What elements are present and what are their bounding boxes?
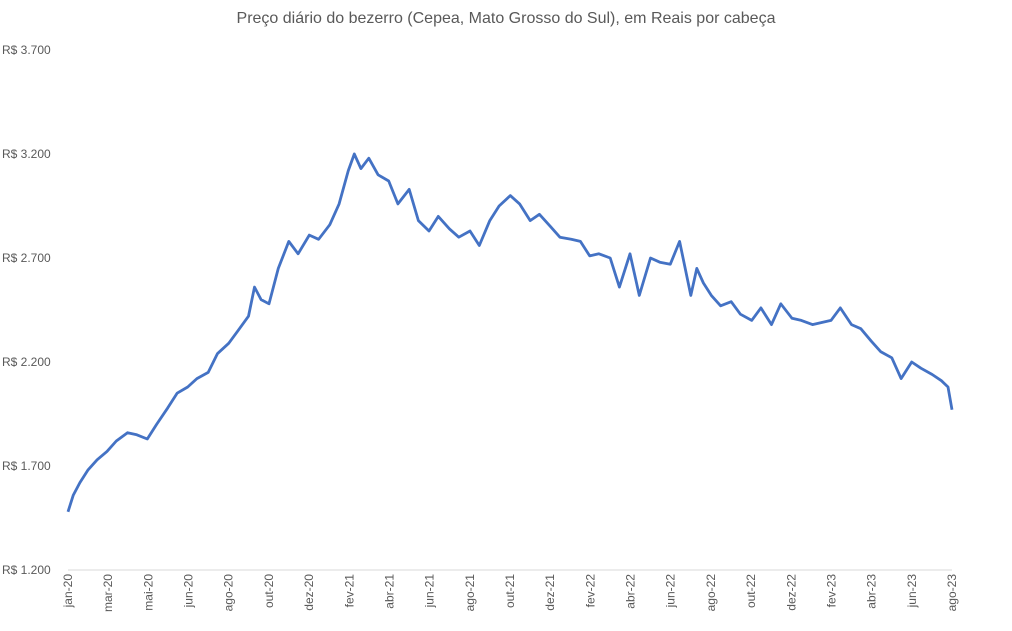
x-tick-label: jun-21 (423, 574, 437, 609)
x-tick-label: dez-22 (784, 574, 798, 611)
x-tick-label: jun-20 (182, 574, 196, 609)
x-tick-label: mar-20 (101, 574, 115, 612)
x-tick-label: abr-23 (865, 574, 879, 609)
x-tick-label: abr-21 (382, 574, 396, 609)
chart-title: Preço diário do bezerro (Cepea, Mato Gro… (236, 10, 776, 27)
x-tick-label: dez-20 (302, 574, 316, 611)
x-tick-label: jan-20 (61, 574, 75, 609)
x-tick-label: out-21 (503, 574, 517, 608)
y-tick-label: R$ 1.700 (2, 459, 51, 473)
y-tick-label: R$ 1.200 (2, 563, 51, 577)
y-tick-label: R$ 2.700 (2, 251, 51, 265)
y-tick-label: R$ 2.200 (2, 355, 51, 369)
x-tick-label: ago-23 (945, 574, 959, 612)
x-axis-tick-labels: jan-20 mar-20 mai-20 jun-20 ago-20 out-20 dez-… (61, 574, 959, 612)
x-tick-label: ago-22 (704, 574, 718, 612)
x-tick-label: out-22 (744, 574, 758, 608)
y-tick-label: R$ 3.200 (2, 147, 51, 161)
x-tick-label: abr-22 (624, 574, 638, 609)
x-tick-label: dez-21 (543, 574, 557, 611)
x-tick-label: mai-20 (141, 574, 155, 611)
x-tick-label: ago-20 (222, 574, 236, 612)
x-tick-label: fev-22 (583, 574, 597, 608)
x-tick-label: jun-22 (664, 574, 678, 609)
price-series-line (66, 152, 954, 513)
y-tick-label: R$ 3.700 (2, 43, 51, 57)
x-tick-label: fev-21 (342, 574, 356, 608)
y-axis-tick-labels: R$ 1.200 R$ 1.700 R$ 2.200 R$ 2.700 R$ 3.200… (2, 43, 51, 577)
x-tick-label: ago-21 (463, 574, 477, 612)
x-tick-label: fev-23 (824, 574, 838, 608)
x-tick-label: jun-23 (905, 574, 919, 609)
x-tick-label: out-20 (262, 574, 276, 608)
